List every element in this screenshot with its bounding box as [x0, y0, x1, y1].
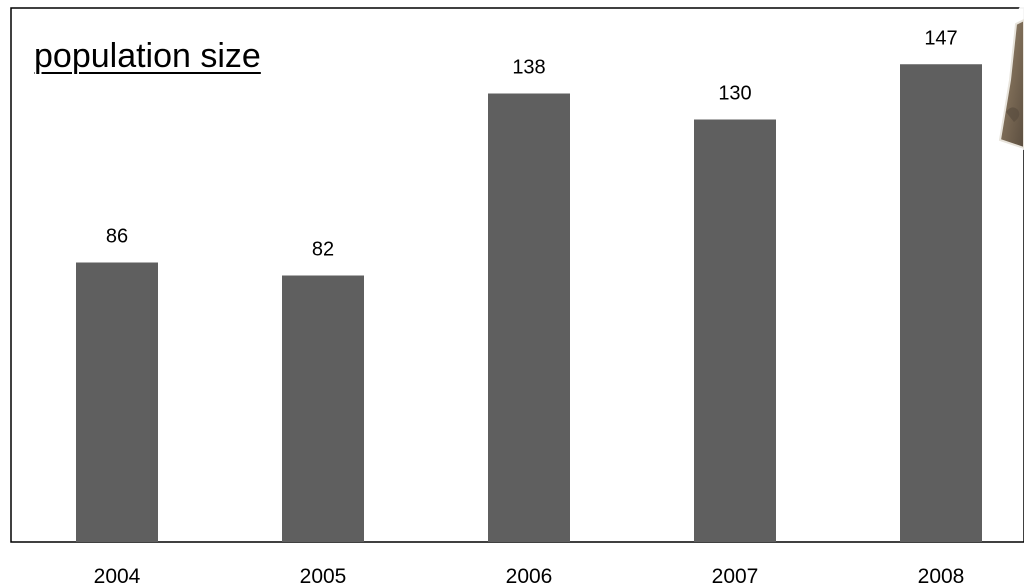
x-tick-label-2007: 2007: [712, 565, 759, 587]
bar-2007: [694, 119, 776, 542]
value-labels-layer: 86 82 138 130 147: [106, 27, 958, 260]
value-label-2005: 82: [312, 239, 334, 261]
x-tick-label-2006: 2006: [506, 565, 553, 587]
bar-2004: [76, 262, 158, 542]
bar-2008: [900, 64, 982, 542]
value-label-2006: 138: [512, 57, 545, 79]
value-label-2008: 147: [924, 27, 957, 49]
x-tick-label-2005: 2005: [300, 565, 347, 587]
chart-title: population size: [34, 37, 261, 75]
bars-layer: [76, 64, 982, 542]
x-tick-label-2004: 2004: [94, 565, 141, 587]
value-label-2004: 86: [106, 226, 128, 248]
x-tick-labels-layer: 2004 2005 2006 2007 2008: [94, 565, 965, 587]
bar-2006: [488, 93, 570, 542]
x-tick-label-2008: 2008: [918, 565, 965, 587]
value-label-2007: 130: [718, 83, 751, 105]
bar-2005: [282, 275, 364, 542]
